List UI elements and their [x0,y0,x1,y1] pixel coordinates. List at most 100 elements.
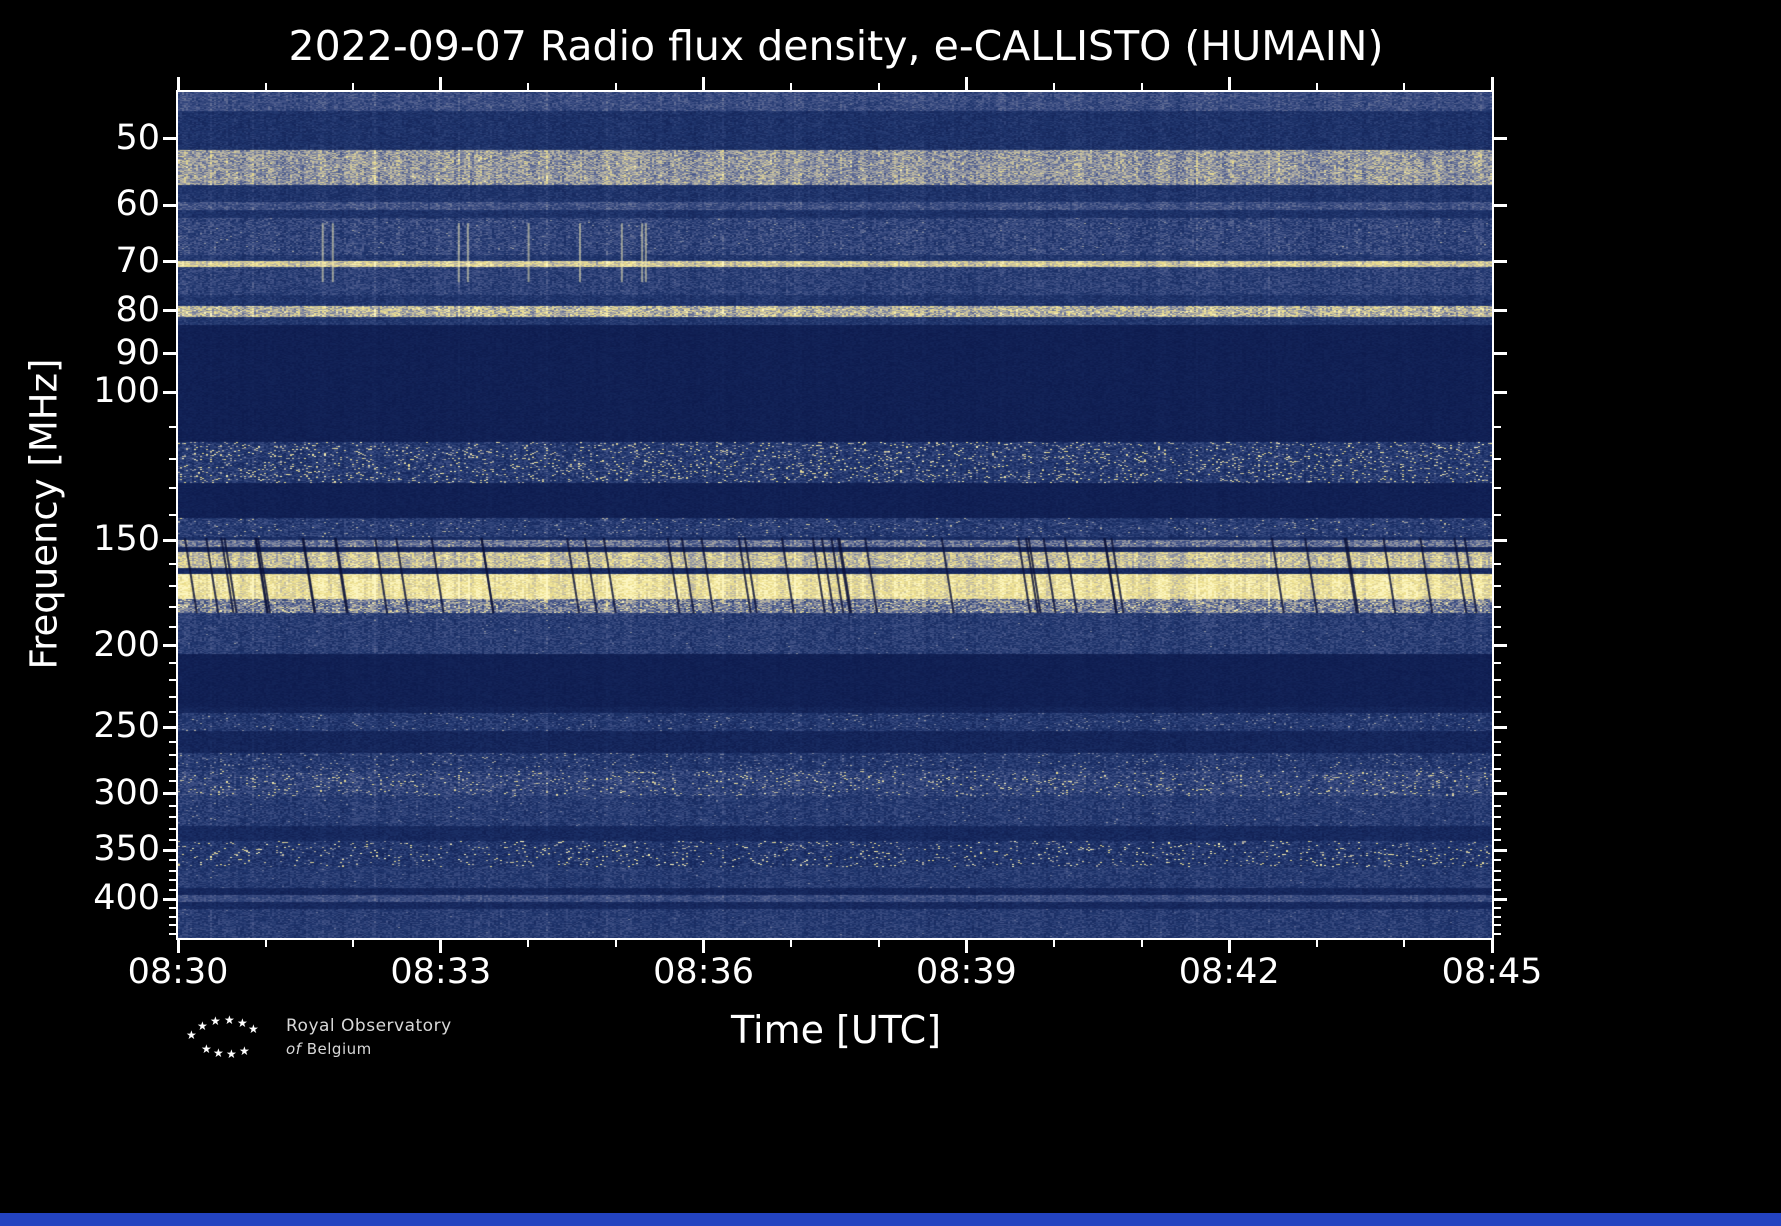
y-minor-tick [169,606,176,609]
y-tick-label: 60 [115,184,160,225]
y-tick-label: 150 [93,519,160,560]
y-minor-tick-right [1494,662,1501,665]
spectrogram-canvas [178,92,1492,938]
y-major-tick [163,897,176,901]
y-minor-tick [169,838,176,841]
y-major-tick [163,848,176,852]
y-tick-label: 100 [93,371,160,412]
y-minor-tick-right [1494,915,1501,918]
y-tick-label: 250 [93,706,160,747]
x-major-tick [1227,940,1231,953]
y-minor-tick [169,625,176,628]
x-tick-label: 08:39 [915,952,1017,992]
y-minor-tick-right [1494,804,1501,807]
y-minor-tick-right [1494,695,1501,698]
y-minor-tick [169,585,176,588]
star-icon: ★ [237,1016,248,1030]
star-icon: ★ [224,1013,235,1027]
x-minor-tick-top [1053,83,1055,90]
y-minor-tick-right [1494,767,1501,770]
y-major-tick-right [1494,203,1507,207]
y-minor-tick-right [1494,514,1501,517]
rob-logo-text: Royal Observatory of Belgium [286,1016,452,1058]
y-minor-tick-right [1494,679,1501,682]
y-tick-label: 90 [115,332,160,373]
y-major-tick [163,260,176,264]
x-major-tick-top [1227,77,1231,90]
y-minor-tick [169,859,176,862]
x-major-tick [439,940,443,953]
y-minor-tick-right [1494,932,1501,935]
y-minor-tick [169,924,176,927]
y-major-tick [163,792,176,796]
y-minor-tick [169,740,176,743]
star-icon: ★ [248,1022,259,1036]
y-major-tick [163,390,176,394]
y-minor-tick [169,915,176,918]
plot-area [176,90,1494,940]
x-major-tick [964,940,968,953]
y-major-tick-right [1494,352,1507,356]
rob-logo-stars: ★ ★ ★ ★ ★ ★ ★ ★ ★ ★ [186,1014,266,1062]
rob-logo-belgium: Belgium [306,1040,372,1058]
y-minor-tick [169,457,176,460]
y-minor-tick-right [1494,869,1501,872]
y-minor-tick [169,932,176,935]
y-minor-tick-right [1494,754,1501,757]
x-minor-tick [527,940,530,947]
y-minor-tick-right [1494,711,1501,714]
rob-logo-line1: Royal Observatory [286,1016,452,1036]
y-minor-tick [169,907,176,910]
y-major-tick-right [1494,644,1507,648]
y-minor-tick [169,426,176,428]
chart-title: 2022-09-07 Radio flux density, e-CALLIST… [288,22,1384,70]
y-minor-tick [169,695,176,698]
x-minor-tick-top [352,83,355,90]
y-tick-label: 70 [115,240,160,281]
y-tick-label: 350 [93,829,160,870]
y-major-tick-right [1494,260,1507,264]
y-major-tick [163,203,176,207]
x-major-tick [1490,940,1494,953]
x-axis-label: Time [UTC] [730,1008,942,1052]
y-minor-tick-right [1494,827,1501,830]
rob-logo-line2: of Belgium [286,1040,452,1058]
x-minor-tick-top [1140,83,1143,90]
x-minor-tick [1140,940,1143,947]
y-minor-tick [169,754,176,757]
x-minor-tick-top [1315,83,1318,90]
x-tick-label: 08:36 [653,952,755,992]
bottom-strip [0,1213,1781,1226]
y-major-tick [163,137,176,141]
y-minor-tick [169,879,176,882]
x-minor-tick [877,940,880,947]
star-icon: ★ [226,1047,237,1061]
x-tick-label: 08:42 [1178,952,1280,992]
y-minor-tick [169,563,176,565]
x-minor-tick-top [790,83,793,90]
y-tick-label: 50 [115,117,160,158]
y-minor-tick-right [1494,924,1501,927]
y-minor-tick-right [1494,563,1501,565]
y-major-tick [163,309,176,313]
y-tick-label: 200 [93,624,160,665]
x-major-tick [176,940,180,953]
star-icon: ★ [210,1014,221,1028]
x-minor-tick [352,940,355,947]
y-tick-label: 400 [93,878,160,919]
x-major-tick-top [1490,77,1494,90]
x-major-tick-top [176,77,180,90]
y-minor-tick-right [1494,859,1501,862]
y-major-tick-right [1494,538,1507,542]
y-major-tick-right [1494,137,1507,141]
x-tick-label: 08:33 [390,952,492,992]
x-major-tick [702,940,706,953]
y-minor-tick-right [1494,487,1501,490]
rob-logo-of: of [286,1040,302,1058]
y-major-tick [163,352,176,356]
x-major-tick-top [964,77,968,90]
star-icon: ★ [201,1042,212,1056]
x-tick-label: 08:45 [1441,952,1543,992]
y-minor-tick-right [1494,907,1501,910]
y-minor-tick [169,767,176,770]
